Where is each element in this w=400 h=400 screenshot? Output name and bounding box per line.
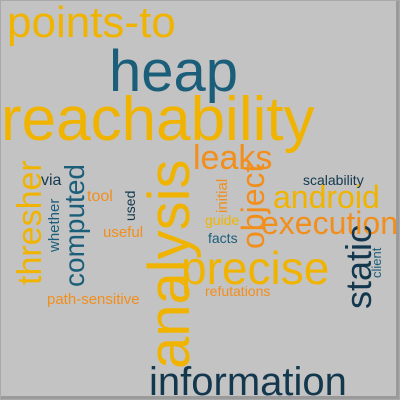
word-computed: computed xyxy=(59,164,90,287)
frame-shadow-bottom xyxy=(1,396,399,399)
word-object: object xyxy=(235,163,271,249)
word-useful: useful xyxy=(103,224,144,241)
word-leaks: leaks xyxy=(193,139,273,177)
word-android: android xyxy=(273,179,380,215)
word-used: used xyxy=(122,190,138,221)
word-scalability: scalability xyxy=(303,172,364,188)
word-execution: execution xyxy=(261,205,398,241)
word-analysis: analysis xyxy=(137,159,202,369)
word-points-to: points-to xyxy=(7,0,176,47)
frame-shadow-right xyxy=(396,1,399,399)
word-reachability: reachability xyxy=(1,85,315,154)
word-guide: guide xyxy=(205,212,240,228)
word-heap: heap xyxy=(109,39,239,104)
word-tool: tool xyxy=(87,188,113,205)
word-initial: initial xyxy=(214,178,231,213)
word-whether: whether xyxy=(46,198,63,252)
word-via: via xyxy=(41,172,62,189)
word-precise: precise xyxy=(181,242,330,294)
word-information: information xyxy=(149,360,347,400)
word-path-sensitive: path-sensitive xyxy=(47,291,140,308)
word-refutations: refutations xyxy=(205,283,271,299)
word-facts: facts xyxy=(208,230,238,246)
word-client: client xyxy=(369,247,384,278)
